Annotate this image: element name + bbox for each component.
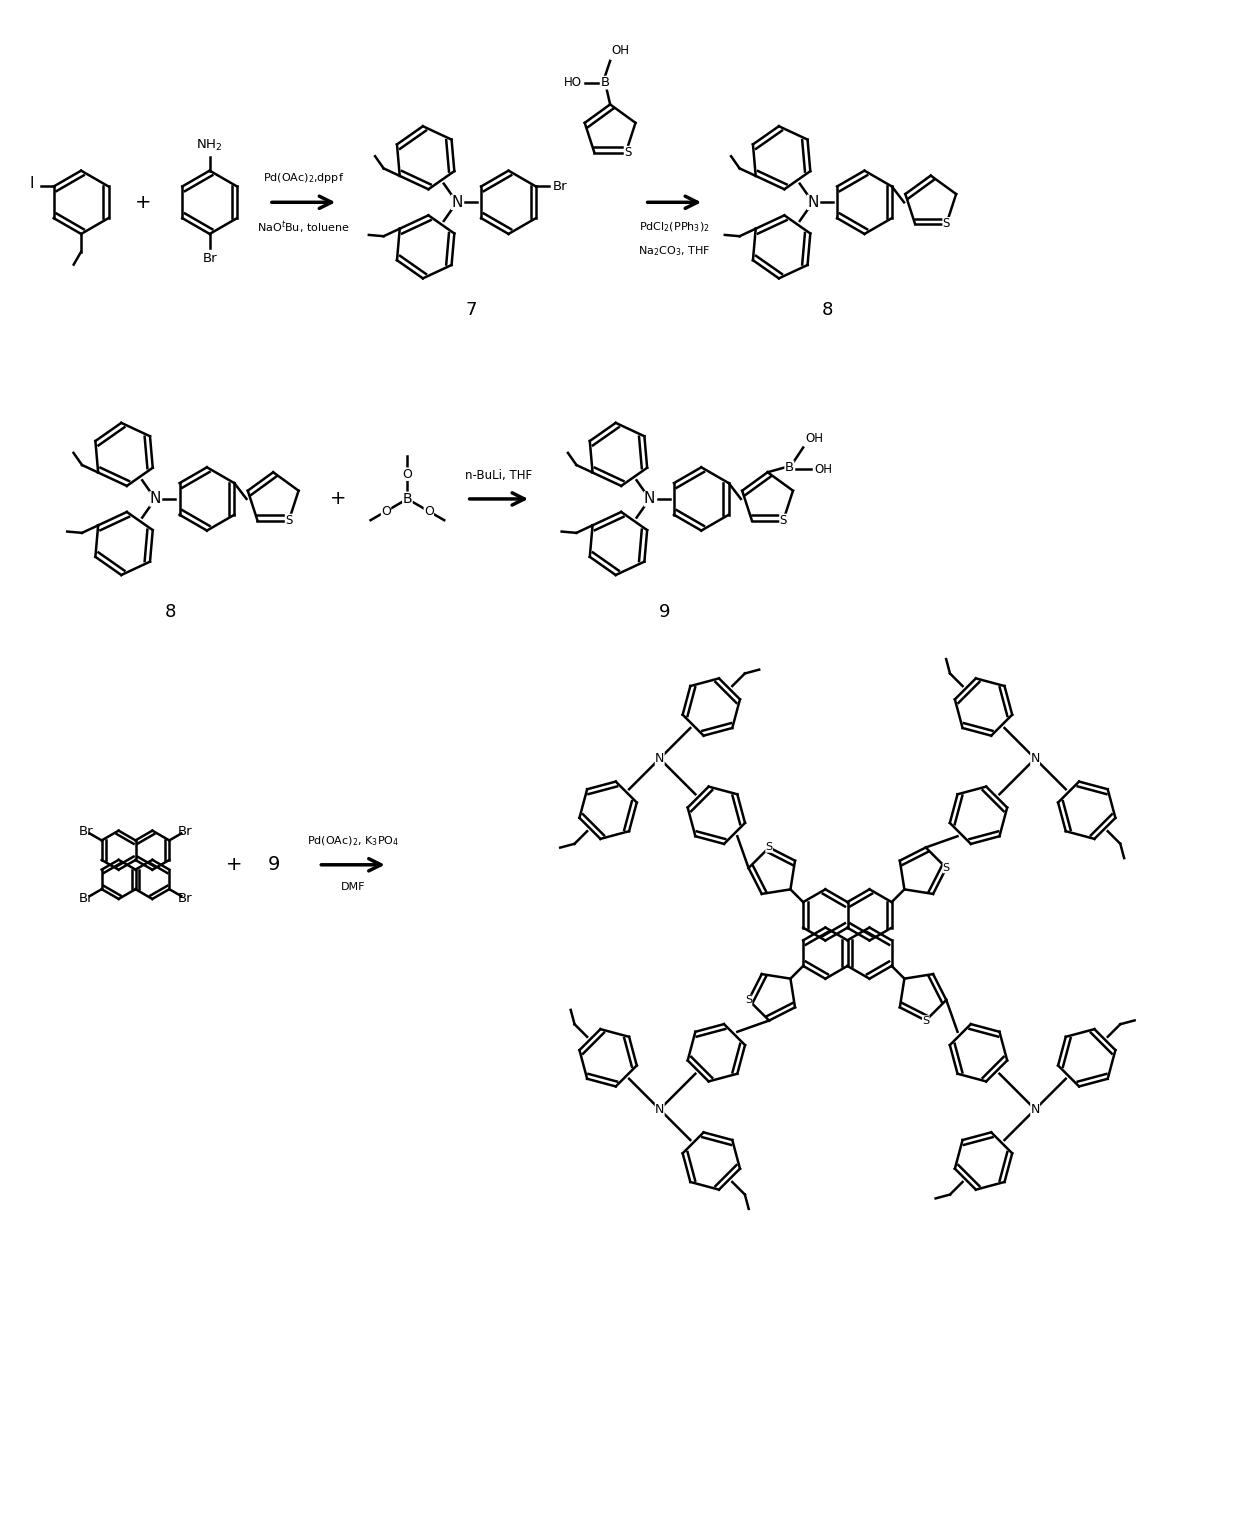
Text: Pd(OAc)$_2$,dppf: Pd(OAc)$_2$,dppf bbox=[263, 171, 345, 185]
Text: Br: Br bbox=[79, 891, 93, 905]
Text: +: + bbox=[330, 490, 346, 508]
Text: Br: Br bbox=[177, 891, 192, 905]
Text: OH: OH bbox=[813, 462, 832, 476]
Text: N: N bbox=[150, 491, 161, 506]
Text: 9: 9 bbox=[268, 855, 280, 875]
Text: S: S bbox=[942, 863, 950, 873]
Text: Na$_2$CO$_3$, THF: Na$_2$CO$_3$, THF bbox=[639, 244, 711, 258]
Text: Br: Br bbox=[553, 180, 568, 193]
Text: B: B bbox=[785, 461, 794, 475]
Text: 8: 8 bbox=[165, 603, 176, 620]
Text: OH: OH bbox=[611, 44, 629, 58]
Text: 9: 9 bbox=[658, 603, 671, 620]
Text: O: O bbox=[381, 505, 391, 518]
Text: O: O bbox=[403, 468, 413, 481]
Text: I: I bbox=[30, 176, 33, 191]
Text: S: S bbox=[285, 514, 293, 528]
Text: S: S bbox=[745, 994, 753, 1005]
Text: N: N bbox=[655, 752, 665, 766]
Text: Br: Br bbox=[79, 825, 93, 838]
Text: 7: 7 bbox=[466, 302, 477, 320]
Text: PdCl$_2$(PPh$_3$)$_2$: PdCl$_2$(PPh$_3$)$_2$ bbox=[639, 220, 709, 233]
Text: 8: 8 bbox=[822, 302, 833, 320]
Text: S: S bbox=[923, 1016, 929, 1025]
Text: N: N bbox=[1030, 752, 1040, 766]
Text: OH: OH bbox=[805, 432, 823, 444]
Text: N: N bbox=[807, 194, 818, 209]
Text: Pd(OAc)$_2$, K$_3$PO$_4$: Pd(OAc)$_2$, K$_3$PO$_4$ bbox=[308, 834, 399, 847]
Text: +: + bbox=[135, 193, 151, 212]
Text: B: B bbox=[600, 76, 610, 89]
Text: S: S bbox=[765, 843, 773, 852]
Text: S: S bbox=[942, 217, 950, 230]
Text: +: + bbox=[226, 855, 243, 875]
Text: NaO$^t$Bu, toluene: NaO$^t$Bu, toluene bbox=[257, 220, 350, 235]
Text: B: B bbox=[403, 491, 412, 506]
Text: DMF: DMF bbox=[341, 882, 366, 891]
Text: N: N bbox=[644, 491, 656, 506]
Text: HO: HO bbox=[563, 76, 582, 89]
Text: n-BuLi, THF: n-BuLi, THF bbox=[465, 468, 532, 482]
Text: Br: Br bbox=[202, 252, 217, 265]
Text: S: S bbox=[624, 146, 631, 159]
Text: N: N bbox=[451, 194, 463, 209]
Text: N: N bbox=[1030, 1104, 1040, 1116]
Text: S: S bbox=[780, 514, 787, 528]
Text: Br: Br bbox=[177, 825, 192, 838]
Text: N: N bbox=[655, 1104, 665, 1116]
Text: NH$_2$: NH$_2$ bbox=[196, 138, 223, 153]
Text: O: O bbox=[424, 505, 434, 518]
